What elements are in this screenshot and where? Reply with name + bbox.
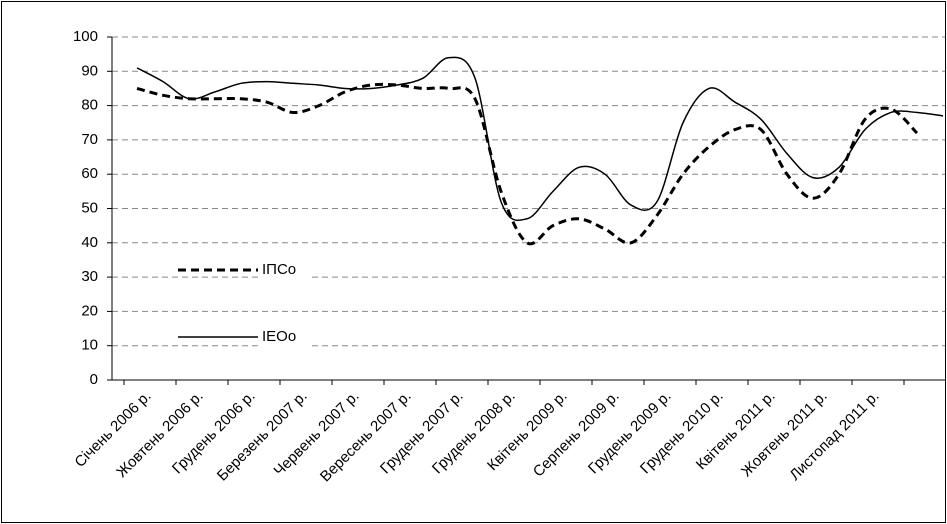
legend-bg — [259, 325, 309, 349]
y-tick-label: 80 — [81, 97, 98, 114]
y-tick-label: 10 — [81, 337, 98, 354]
y-tick-label: 40 — [81, 234, 98, 251]
y-tick-label: 30 — [81, 268, 98, 285]
x-tick-label: Березень 2007 р. — [214, 388, 311, 485]
x-tick-label: Листопад 2011 р. — [786, 388, 882, 484]
y-tick-label: 60 — [81, 165, 98, 182]
legend-label: ІПСо — [262, 261, 296, 278]
legend-bg — [259, 258, 309, 282]
y-tick-label: 70 — [81, 131, 98, 148]
y-tick-label: 90 — [81, 62, 98, 79]
y-tick-label: 0 — [90, 371, 98, 388]
series-line — [136, 82, 919, 246]
series-line — [136, 56, 944, 222]
legend-label: ІЕОо — [262, 328, 296, 345]
y-tick-label: 100 — [73, 28, 98, 45]
y-tick-label: 50 — [81, 199, 98, 216]
y-tick-label: 20 — [81, 302, 98, 319]
x-tick-label: Вересень 2007 р. — [317, 388, 415, 486]
